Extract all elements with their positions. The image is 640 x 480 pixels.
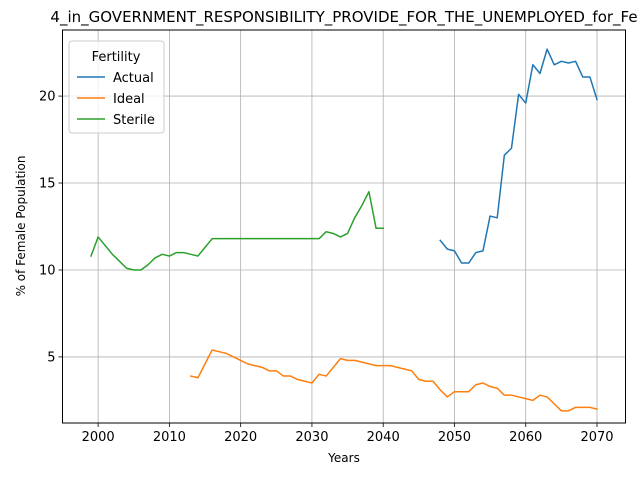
y-tick-label: 20	[39, 90, 56, 105]
series-lines	[90, 48, 598, 412]
x-tick-label: 2020	[224, 430, 257, 445]
x-tick-label: 2060	[509, 430, 542, 445]
y-tick-label: 5	[47, 350, 55, 365]
legend-entry-actual: Actual	[113, 71, 154, 86]
x-axis-label: Years	[327, 451, 360, 465]
x-tick-label: 2010	[153, 430, 186, 445]
series-line-sterile	[90, 190, 384, 271]
series-line-ideal	[189, 349, 598, 412]
legend-entry-sterile: Sterile	[113, 113, 155, 128]
legend-entry-ideal: Ideal	[113, 92, 145, 107]
x-tick-label: 2070	[580, 430, 613, 445]
legend-title: Fertility	[92, 50, 141, 65]
axis-ticks: 2000 2010 2020 2030 2040 2050 2060 2070 5 10 15 20	[39, 90, 614, 445]
legend-frame	[68, 40, 165, 134]
x-tick-label: 2040	[367, 430, 400, 445]
y-tick-label: 10	[39, 263, 56, 278]
chart-title: 4_in_GOVERNMENT_RESPONSIBILITY_PROVIDE_F…	[50, 8, 637, 27]
series-line-actual	[439, 48, 598, 264]
x-tick-label: 2000	[82, 430, 115, 445]
y-axis-label: % of Female Population	[14, 156, 28, 297]
legend: Fertility Actual Ideal Sterile	[68, 40, 165, 134]
y-tick-label: 15	[39, 177, 56, 192]
plot-frame	[62, 29, 626, 424]
x-tick-label: 2050	[438, 430, 471, 445]
x-tick-label: 2030	[295, 430, 328, 445]
